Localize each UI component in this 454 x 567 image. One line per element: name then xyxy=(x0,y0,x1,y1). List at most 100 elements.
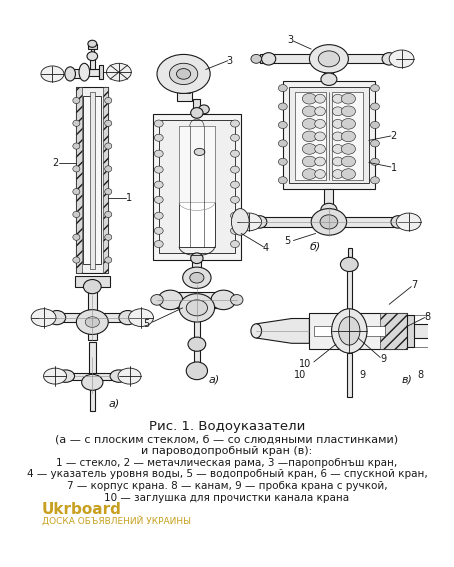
Ellipse shape xyxy=(231,120,239,127)
Text: 10 — заглушка для прочистки канала крана: 10 — заглушка для прочистки канала крана xyxy=(104,493,350,502)
Bar xyxy=(153,114,241,260)
Ellipse shape xyxy=(154,227,163,234)
Ellipse shape xyxy=(73,120,80,126)
Bar xyxy=(179,126,215,247)
Ellipse shape xyxy=(128,309,153,327)
Ellipse shape xyxy=(186,300,207,316)
Text: ДОСКА ОБЪЯВЛЕНИЙ УКРАИНЫ: ДОСКА ОБЪЯВЛЕНИЙ УКРАИНЫ xyxy=(42,515,191,526)
Ellipse shape xyxy=(262,53,276,65)
Ellipse shape xyxy=(105,98,112,104)
Ellipse shape xyxy=(73,257,80,263)
Bar xyxy=(331,92,363,180)
Bar xyxy=(89,92,95,269)
Bar xyxy=(260,54,269,64)
Ellipse shape xyxy=(191,108,203,119)
Ellipse shape xyxy=(154,212,163,219)
Bar xyxy=(103,87,108,273)
Ellipse shape xyxy=(157,54,210,94)
Bar xyxy=(90,49,94,56)
Ellipse shape xyxy=(79,64,89,81)
Ellipse shape xyxy=(320,215,338,229)
Ellipse shape xyxy=(391,215,405,228)
Text: (а — с плоским стеклом, б — со слюдяными пластинками): (а — с плоским стеклом, б — со слюдяными… xyxy=(55,434,399,444)
Ellipse shape xyxy=(41,66,64,82)
Ellipse shape xyxy=(118,368,141,384)
Text: 9: 9 xyxy=(380,354,386,364)
Bar xyxy=(82,65,86,79)
Text: 3: 3 xyxy=(227,56,233,66)
Bar xyxy=(88,44,97,49)
Bar xyxy=(310,313,407,349)
Bar xyxy=(194,346,199,371)
Ellipse shape xyxy=(332,94,343,103)
Bar xyxy=(389,54,398,64)
Ellipse shape xyxy=(107,64,131,81)
Bar xyxy=(325,189,333,207)
Ellipse shape xyxy=(105,143,112,149)
Ellipse shape xyxy=(232,209,249,235)
Text: 5: 5 xyxy=(143,319,150,329)
Ellipse shape xyxy=(73,211,80,218)
Ellipse shape xyxy=(302,94,316,104)
Ellipse shape xyxy=(339,317,360,345)
Bar xyxy=(89,388,95,411)
Ellipse shape xyxy=(179,294,215,322)
Ellipse shape xyxy=(251,54,262,64)
Ellipse shape xyxy=(85,317,99,327)
Ellipse shape xyxy=(231,212,239,219)
Text: 2: 2 xyxy=(52,158,58,167)
Bar xyxy=(283,81,375,189)
Ellipse shape xyxy=(82,374,103,390)
Ellipse shape xyxy=(105,257,112,263)
Ellipse shape xyxy=(169,64,198,84)
Ellipse shape xyxy=(332,132,343,141)
Ellipse shape xyxy=(302,143,316,154)
Text: 7: 7 xyxy=(411,280,417,290)
Ellipse shape xyxy=(370,140,380,147)
Ellipse shape xyxy=(119,311,137,325)
Polygon shape xyxy=(256,319,310,343)
Ellipse shape xyxy=(341,94,355,104)
Ellipse shape xyxy=(396,213,421,231)
Bar xyxy=(193,99,200,109)
Ellipse shape xyxy=(231,240,239,248)
Ellipse shape xyxy=(315,145,326,154)
Ellipse shape xyxy=(154,166,163,173)
Ellipse shape xyxy=(231,196,239,204)
Bar xyxy=(76,87,108,273)
Ellipse shape xyxy=(154,196,163,204)
Ellipse shape xyxy=(194,149,205,155)
Bar xyxy=(194,310,199,341)
Ellipse shape xyxy=(231,295,243,305)
Text: 10: 10 xyxy=(299,359,311,369)
Ellipse shape xyxy=(341,119,355,129)
Bar xyxy=(267,54,391,64)
Ellipse shape xyxy=(302,119,316,129)
Ellipse shape xyxy=(231,181,239,188)
Ellipse shape xyxy=(151,295,163,305)
Text: 8: 8 xyxy=(424,312,430,321)
Ellipse shape xyxy=(154,240,163,248)
Ellipse shape xyxy=(332,170,343,179)
Ellipse shape xyxy=(332,120,343,128)
Text: 1 — стекло, 2 — метачлическая рама, 3 —паропробнъш кран,: 1 — стекло, 2 — метачлическая рама, 3 —п… xyxy=(56,458,398,468)
Ellipse shape xyxy=(251,324,262,338)
Bar xyxy=(192,260,201,285)
Ellipse shape xyxy=(110,370,128,382)
Ellipse shape xyxy=(389,50,414,67)
Text: Ukrboard: Ukrboard xyxy=(42,502,122,518)
Ellipse shape xyxy=(188,337,206,352)
Ellipse shape xyxy=(382,53,396,65)
Bar xyxy=(179,126,215,202)
Text: 9: 9 xyxy=(360,370,365,380)
Text: 1: 1 xyxy=(390,163,397,173)
Ellipse shape xyxy=(310,45,348,73)
Bar xyxy=(70,70,82,78)
Ellipse shape xyxy=(278,84,287,92)
Bar xyxy=(407,315,414,347)
Bar xyxy=(89,56,95,69)
Text: 1: 1 xyxy=(126,193,132,203)
Bar xyxy=(325,61,333,78)
Bar xyxy=(57,313,128,322)
Ellipse shape xyxy=(302,131,316,142)
